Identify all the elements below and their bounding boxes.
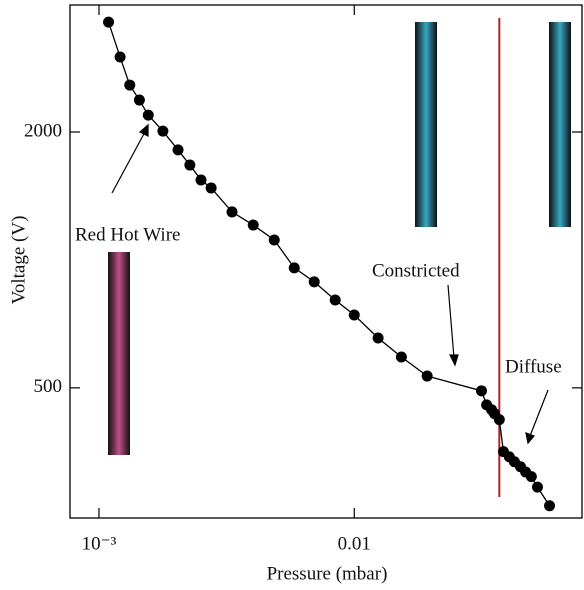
- discharge-image: [549, 22, 571, 227]
- data-point: [372, 332, 384, 344]
- discharge-image: [108, 252, 130, 455]
- data-point: [531, 481, 543, 493]
- data-point: [288, 262, 300, 274]
- x-tick-label: 10⁻³: [82, 533, 117, 554]
- data-point: [421, 370, 433, 382]
- data-point: [114, 51, 126, 63]
- annotation: Red Hot Wire: [75, 224, 180, 245]
- x-tick-label: 0.01: [338, 533, 371, 554]
- x-axis-title: Pressure (mbar): [267, 563, 388, 584]
- data-point: [172, 144, 184, 156]
- data-point: [124, 79, 136, 91]
- data-point: [184, 159, 196, 171]
- y-axis-title: Voltage (V): [8, 216, 29, 305]
- data-point: [525, 471, 537, 483]
- data-point: [142, 109, 154, 121]
- data-point: [475, 385, 487, 397]
- data-point: [157, 125, 169, 137]
- data-point: [329, 294, 341, 306]
- annotation: Diffuse: [505, 356, 562, 377]
- series-line: [107, 21, 551, 507]
- data-point: [268, 234, 280, 246]
- data-point: [348, 309, 360, 321]
- data-point: [544, 500, 556, 512]
- plot-frame: [69, 4, 583, 519]
- data-point: [195, 174, 207, 186]
- data-point: [395, 351, 407, 363]
- y-tick-label: 2000: [24, 120, 62, 141]
- data-point: [308, 276, 320, 288]
- discharge-image: [415, 22, 437, 227]
- y-tick-label: 500: [34, 376, 63, 397]
- annotation: Constricted: [372, 260, 460, 281]
- data-point: [493, 414, 505, 426]
- annotation-arrows: [111, 123, 549, 445]
- data-point: [247, 219, 259, 231]
- data-point: [133, 94, 145, 106]
- data-point: [205, 182, 217, 194]
- data-point: [226, 206, 238, 218]
- data-point: [103, 16, 115, 28]
